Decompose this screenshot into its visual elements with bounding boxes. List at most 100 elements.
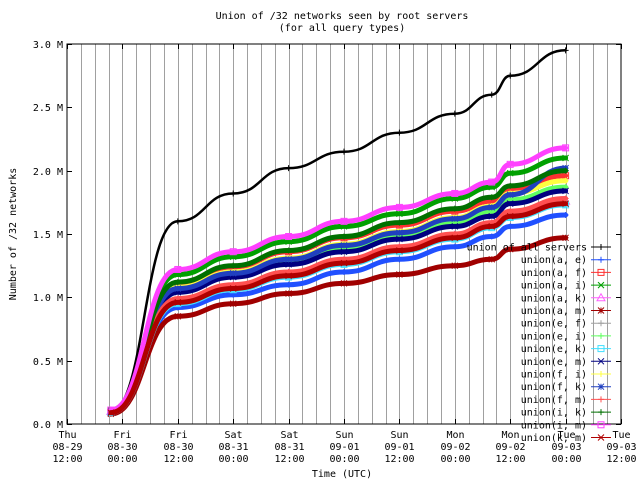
y-tick-label: 1.5 M [33, 230, 63, 241]
data-point [396, 247, 403, 254]
data-point [562, 187, 569, 195]
data-point [506, 200, 514, 207]
data-point [229, 300, 237, 308]
series-lines [105, 47, 571, 418]
x-tick-label: 00:00 [440, 454, 470, 465]
legend-label: union(e, i) [521, 331, 587, 342]
legend-label: union of all servers [467, 243, 587, 254]
data-point [451, 205, 458, 212]
y-axis-label: Number of /32 networks [8, 168, 19, 300]
x-tick-label: Sat [280, 430, 298, 441]
series-line [108, 145, 569, 413]
data-point [285, 165, 292, 172]
data-point [562, 234, 569, 242]
data-point [229, 248, 237, 256]
data-point [506, 245, 514, 253]
data-point [562, 177, 569, 184]
data-point [451, 262, 459, 270]
data-point [396, 235, 403, 243]
data-point [488, 255, 496, 263]
data-point [285, 233, 293, 241]
legend-marker [597, 345, 605, 353]
data-point [340, 217, 348, 225]
legend-marker [597, 434, 605, 441]
y-tick-label: 0.5 M [33, 357, 63, 368]
data-point [507, 223, 514, 230]
data-point [230, 190, 237, 197]
x-tick-label: 08-31 [218, 442, 248, 453]
x-tick-label: Tue [557, 430, 575, 441]
data-point [488, 212, 496, 220]
data-point [340, 248, 348, 256]
x-tick-label: 00:00 [551, 454, 581, 465]
data-point [488, 178, 496, 186]
data-point [285, 255, 292, 263]
chart-title: Union of /32 networks seen by root serve… [216, 11, 469, 22]
data-point [507, 182, 514, 189]
y-tick-label: 0.0 M [33, 420, 63, 431]
data-point [396, 256, 403, 263]
legend-marker [598, 371, 604, 377]
legend-label: union(a, e) [521, 255, 587, 266]
legend-marker [597, 383, 605, 391]
x-tick-label: 09-02 [495, 442, 525, 453]
x-tick-label: 09-03 [551, 442, 581, 453]
data-point [174, 218, 181, 225]
legend-label: union(e, f) [521, 319, 587, 330]
x-tick-label: 08-31 [274, 442, 304, 453]
data-point [488, 194, 495, 201]
legend-marker [597, 268, 605, 276]
data-point [341, 148, 347, 155]
legend-marker [598, 409, 604, 416]
data-point [451, 234, 459, 242]
data-point [506, 191, 514, 199]
legend-label: union(a, i) [521, 281, 587, 292]
data-point [451, 215, 459, 223]
data-point [451, 110, 458, 117]
x-tick-label: 08-29 [52, 442, 82, 453]
x-tick-label: 00:00 [218, 454, 248, 465]
x-tick-label: 12:00 [52, 454, 82, 465]
data-point [562, 212, 569, 218]
data-point [562, 47, 569, 54]
data-point [488, 204, 496, 211]
x-tick-label: 12:00 [495, 454, 525, 465]
data-point [285, 261, 292, 268]
data-point [230, 262, 237, 269]
y-tick-label: 2.5 M [33, 103, 63, 114]
x-tick-label: Tue [612, 430, 630, 441]
x-tick-label: Sun [390, 430, 408, 441]
x-tick-label: 00:00 [329, 454, 359, 465]
legend-marker [596, 292, 606, 302]
data-point [396, 219, 403, 226]
data-point [395, 203, 403, 211]
x-tick-label: Thu [58, 430, 76, 441]
legend-marker [597, 421, 605, 429]
legend-label: union(e, k) [521, 344, 587, 355]
x-tick-label: Mon [446, 430, 464, 441]
legend-marker [597, 357, 605, 365]
x-tick-label: 12:00 [163, 454, 193, 465]
data-point [506, 169, 514, 177]
data-point [174, 312, 182, 320]
legend-label: union(e, m) [521, 357, 587, 368]
data-point [562, 200, 569, 207]
data-point [174, 299, 182, 306]
data-point [396, 210, 403, 218]
x-tick-label: Fri [113, 430, 131, 441]
data-point [341, 269, 347, 275]
data-point [396, 271, 403, 278]
data-point [451, 189, 459, 197]
x-tick-label: 09-01 [384, 442, 414, 453]
legend-label: union(k, m) [521, 433, 587, 444]
x-tick-label: 00:00 [107, 454, 137, 465]
data-point [229, 269, 237, 277]
legend-marker [598, 244, 604, 250]
data-point [340, 280, 348, 287]
legend-label: union(i, k) [521, 408, 587, 419]
data-point [340, 242, 348, 249]
legend-marker [598, 396, 604, 403]
data-point [396, 129, 403, 136]
data-point [451, 243, 458, 250]
